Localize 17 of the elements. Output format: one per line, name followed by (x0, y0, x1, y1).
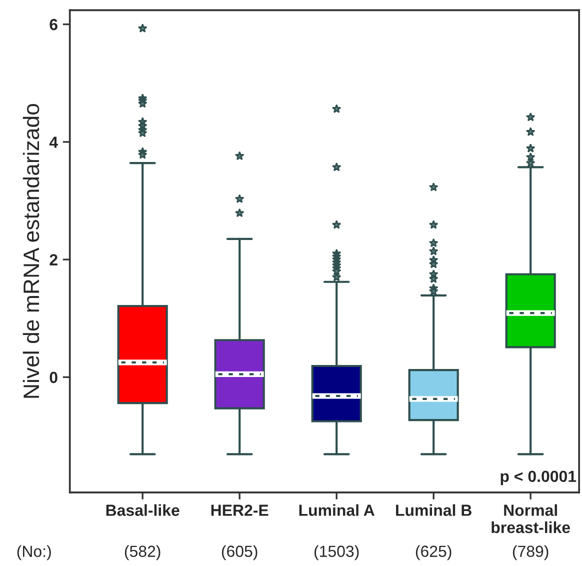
y-tick-label: 4 (49, 136, 58, 148)
x-tick-label: Normal breast-like (492, 504, 570, 534)
y-axis-title: Nivel de mRNA estandarizado (22, 104, 40, 398)
x-tick-label: Basal-like (106, 504, 180, 516)
y-tick-label: 6 (50, 18, 58, 30)
text: (582) (124, 545, 160, 560)
x-tick-label: Luminal A (299, 504, 374, 516)
text: (No:) (17, 545, 51, 560)
text: (625) (416, 545, 452, 560)
y-tick-label: 2 (50, 254, 58, 266)
text: (1503) (314, 545, 359, 560)
x-tick-label: Luminal B (396, 504, 472, 516)
text: (605) (222, 545, 258, 560)
text: (789) (512, 545, 548, 560)
annotation: p < 0.0001 (500, 470, 576, 486)
x-tick-label: HER2-E (211, 504, 268, 516)
y-tick-label: 0 (50, 372, 58, 384)
